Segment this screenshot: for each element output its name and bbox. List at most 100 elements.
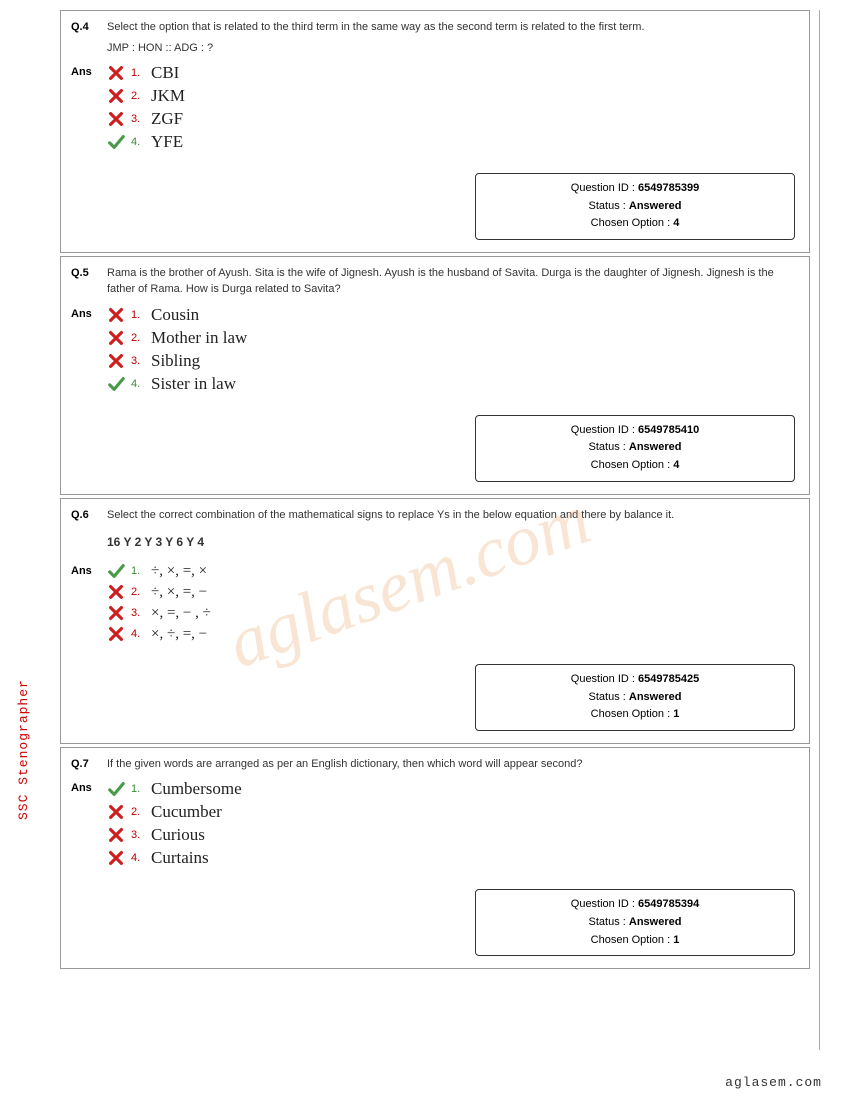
check-icon xyxy=(107,780,125,798)
chosen-row: Chosen Option : 1 xyxy=(488,932,782,950)
options-list: 1. ÷, ×, =, × 2. ÷, ×, =, − 3. ×, =, − , ÷ 4. ×… xyxy=(107,559,799,646)
question-number: Q.4 xyxy=(71,19,107,56)
option-number: 3. xyxy=(131,829,145,841)
option-text: Sister in law xyxy=(151,374,236,394)
option-text: Curtains xyxy=(151,848,209,868)
chosen-row: Chosen Option : 4 xyxy=(488,215,782,233)
footer-label: aglasem.com xyxy=(725,1075,822,1090)
option-text: Cucumber xyxy=(151,802,222,822)
check-icon xyxy=(107,375,125,393)
option-row: 2. ÷, ×, =, − xyxy=(107,583,799,601)
option-row: 1. Cousin xyxy=(107,305,799,325)
question-info-box: Question ID : 6549785410Status : Answere… xyxy=(475,415,795,482)
question-block: Q.5Rama is the brother of Ayush. Sita is… xyxy=(60,256,810,495)
option-text: ×, ÷, =, − xyxy=(151,626,207,643)
question-info-box: Question ID : 6549785394Status : Answere… xyxy=(475,889,795,956)
question-info-box: Question ID : 6549785399Status : Answere… xyxy=(475,173,795,240)
question-block: Q.4Select the option that is related to … xyxy=(60,10,810,253)
chosen-row: Chosen Option : 4 xyxy=(488,457,782,475)
question-info-box: Question ID : 6549785425Status : Answere… xyxy=(475,664,795,731)
cross-icon xyxy=(107,87,125,105)
cross-icon xyxy=(107,352,125,370)
option-row: 4.Curtains xyxy=(107,848,799,868)
options-list: 1. CBI 2. JKM 3. ZGF 4.YFE xyxy=(107,60,799,155)
question-id-row: Question ID : 6549785394 xyxy=(488,896,782,914)
cross-icon xyxy=(107,604,125,622)
option-text: Sibling xyxy=(151,351,200,371)
question-number: Q.6 xyxy=(71,507,107,556)
question-text: Select the option that is related to the… xyxy=(107,19,799,56)
option-row: 3. Curious xyxy=(107,825,799,845)
option-text: Mother in law xyxy=(151,328,247,348)
question-subtext: JMP : HON :: ADG : ? xyxy=(107,40,799,57)
page-content: Q.4Select the option that is related to … xyxy=(0,0,850,982)
question-number: Q.7 xyxy=(71,756,107,773)
status-row: Status : Answered xyxy=(488,198,782,216)
option-number: 3. xyxy=(131,355,145,367)
option-number: 4. xyxy=(131,378,145,390)
question-text: Rama is the brother of Ayush. Sita is th… xyxy=(107,265,799,298)
option-number: 2. xyxy=(131,332,145,344)
cross-icon xyxy=(107,826,125,844)
option-number: 4. xyxy=(131,136,145,148)
option-text: JKM xyxy=(151,86,185,106)
option-text: Cumbersome xyxy=(151,779,242,799)
option-row: 1. ÷, ×, =, × xyxy=(107,562,799,580)
check-icon xyxy=(107,133,125,151)
option-row: 3. ZGF xyxy=(107,109,799,129)
option-text: CBI xyxy=(151,63,179,83)
option-row: 4. ×, ÷, =, − xyxy=(107,625,799,643)
option-row: 2. Mother in law xyxy=(107,328,799,348)
options-list: 1. Cumbersome 2. Cucumber 3. Curious 4.Curtain… xyxy=(107,776,799,871)
option-text: Curious xyxy=(151,825,205,845)
option-row: 2. JKM xyxy=(107,86,799,106)
status-row: Status : Answered xyxy=(488,689,782,707)
chosen-row: Chosen Option : 1 xyxy=(488,706,782,724)
ans-label: Ans xyxy=(71,60,107,155)
option-text: ÷, ×, =, − xyxy=(151,584,207,601)
check-icon xyxy=(107,562,125,580)
option-number: 3. xyxy=(131,607,145,619)
option-number: 1. xyxy=(131,309,145,321)
option-row: 4. Sister in law xyxy=(107,374,799,394)
option-number: 1. xyxy=(131,67,145,79)
question-block: Q.6Select the correct combination of the… xyxy=(60,498,810,744)
option-row: 4.YFE xyxy=(107,132,799,152)
question-text: Select the correct combination of the ma… xyxy=(107,507,799,556)
cross-icon xyxy=(107,306,125,324)
option-row: 2. Cucumber xyxy=(107,802,799,822)
cross-icon xyxy=(107,110,125,128)
ans-label: Ans xyxy=(71,302,107,397)
option-number: 2. xyxy=(131,806,145,818)
question-equation: 16 Y 2 Y 3 Y 6 Y 4 xyxy=(107,533,799,551)
option-row: 1. Cumbersome xyxy=(107,779,799,799)
option-text: ×, =, − , ÷ xyxy=(151,605,211,622)
ans-label: Ans xyxy=(71,776,107,871)
option-text: ÷, ×, =, × xyxy=(151,563,207,580)
option-text: Cousin xyxy=(151,305,199,325)
status-row: Status : Answered xyxy=(488,914,782,932)
question-id-row: Question ID : 6549785425 xyxy=(488,671,782,689)
cross-icon xyxy=(107,329,125,347)
option-row: 3. ×, =, − , ÷ xyxy=(107,604,799,622)
cross-icon xyxy=(107,625,125,643)
option-number: 2. xyxy=(131,90,145,102)
cross-icon xyxy=(107,64,125,82)
option-number: 1. xyxy=(131,565,145,577)
ans-label: Ans xyxy=(71,559,107,646)
question-block: Q.7If the given words are arranged as pe… xyxy=(60,747,810,969)
status-row: Status : Answered xyxy=(488,439,782,457)
option-number: 4. xyxy=(131,628,145,640)
options-list: 1. Cousin 2. Mother in law 3. Sibling 4. Sister… xyxy=(107,302,799,397)
cross-icon xyxy=(107,803,125,821)
option-number: 1. xyxy=(131,783,145,795)
option-row: 1. CBI xyxy=(107,63,799,83)
option-number: 2. xyxy=(131,586,145,598)
question-id-row: Question ID : 6549785410 xyxy=(488,422,782,440)
cross-icon xyxy=(107,849,125,867)
option-number: 3. xyxy=(131,113,145,125)
option-row: 3. Sibling xyxy=(107,351,799,371)
question-text: If the given words are arranged as per a… xyxy=(107,756,799,773)
question-id-row: Question ID : 6549785399 xyxy=(488,180,782,198)
option-text: ZGF xyxy=(151,109,183,129)
